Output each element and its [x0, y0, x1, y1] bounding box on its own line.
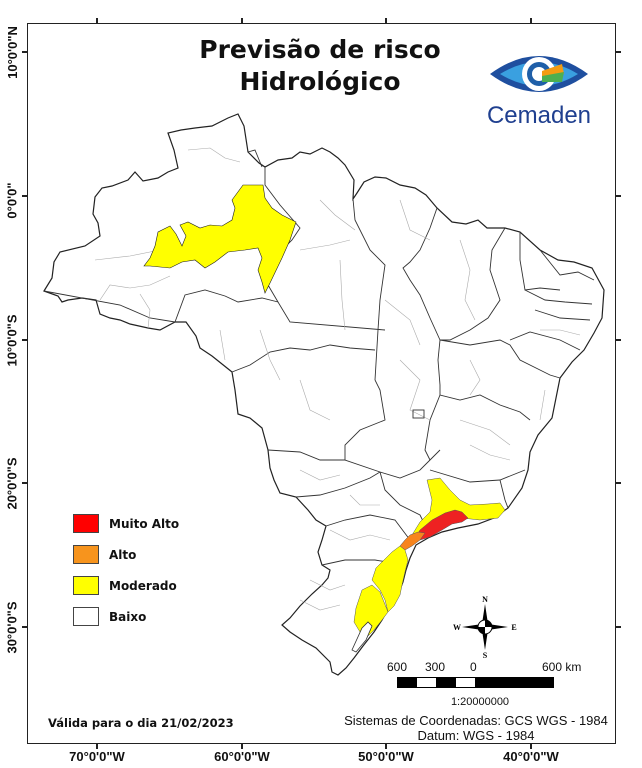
- tick-right-20s: [616, 482, 621, 484]
- tick-top-40w: [530, 18, 532, 23]
- tick-bottom-60w: [241, 744, 243, 749]
- compass-s: S: [483, 651, 488, 660]
- cemaden-logo-text: Cemaden: [486, 102, 592, 129]
- legend-label-muito-alto: Muito Alto: [109, 516, 180, 531]
- legend-label-alto: Alto: [109, 547, 137, 562]
- lat-label-30s: 30°0'0"S: [4, 600, 20, 654]
- tick-top-70w: [96, 18, 98, 23]
- risk-area-coast-alto: [399, 531, 426, 551]
- validity-date: Válida para o dia 21/02/2023: [48, 716, 234, 730]
- compass-e: E: [511, 623, 516, 632]
- lagoa-dos-patos: [351, 621, 373, 653]
- tick-left-20s: [22, 482, 27, 484]
- tick-right-0: [616, 195, 621, 197]
- tick-bottom-40w: [530, 744, 532, 749]
- legend-item-muito-alto: Muito Alto: [73, 508, 179, 539]
- federal-district: [412, 409, 425, 419]
- scale-seg-5: [475, 677, 554, 688]
- lon-label-70w: 70°0'0"W: [69, 749, 125, 764]
- lon-label-50w: 50°0'0"W: [358, 749, 414, 764]
- legend-label-baixo: Baixo: [109, 609, 147, 624]
- lat-label-10s-wrap: 10°0'0"S: [2, 300, 22, 380]
- tick-right-30s: [616, 626, 621, 628]
- legend-item-alto: Alto: [73, 539, 179, 570]
- legend: Muito Alto Alto Moderado Baixo: [73, 508, 179, 632]
- map-title-line2: Hidrológico: [239, 67, 401, 96]
- tick-right-10n: [616, 51, 621, 53]
- tick-bottom-70w: [96, 744, 98, 749]
- scale-label-600-km: 600 km: [542, 660, 582, 674]
- lat-label-10n-wrap: 10°0'0"N: [2, 12, 22, 92]
- tick-left-30s: [22, 626, 27, 628]
- legend-swatch-muito-alto: [73, 514, 99, 533]
- tick-left-0: [22, 195, 27, 197]
- scale-bar: [397, 677, 554, 688]
- scale-label-600-left: 600: [387, 660, 408, 674]
- north-arrow-compass-icon: N S W E: [453, 595, 517, 660]
- map-title-line1: Previsão de risco: [199, 35, 441, 64]
- scale-seg-1: [397, 677, 417, 688]
- coordinate-system-line1: Sistemas de Coordenadas: GCS WGS - 1984: [344, 713, 608, 728]
- scale-seg-2: [417, 677, 436, 688]
- legend-label-moderado: Moderado: [109, 578, 177, 593]
- scale-label-300: 300: [425, 660, 446, 674]
- compass-n: N: [482, 595, 488, 604]
- legend-item-moderado: Moderado: [73, 570, 179, 601]
- brazil-risk-map: [43, 113, 605, 676]
- lon-label-60w: 60°0'0"W: [214, 749, 270, 764]
- legend-swatch-baixo: [73, 607, 99, 626]
- lat-label-10s: 10°0'0"S: [4, 313, 20, 367]
- tick-left-10s: [22, 339, 27, 341]
- risk-area-amazonas-moderado: [143, 184, 297, 294]
- legend-swatch-alto: [73, 545, 99, 564]
- lat-label-20s: 20°0'0"S: [4, 456, 20, 510]
- tick-top-60w: [241, 18, 243, 23]
- lon-label-40w: 40°0'0"W: [503, 749, 559, 764]
- legend-swatch-moderado: [73, 576, 99, 595]
- tick-top-50w: [385, 18, 387, 23]
- map-title: Previsão de risco Hidrológico: [150, 34, 490, 98]
- tick-bottom-50w: [385, 744, 387, 749]
- compass-w: W: [453, 623, 461, 632]
- coordinate-system-line2: Datum: WGS - 1984: [417, 728, 535, 743]
- tick-left-10n: [22, 51, 27, 53]
- eye-logo-icon: [490, 56, 588, 92]
- lat-label-20s-wrap: 20°0'0"S: [2, 443, 22, 523]
- lat-label-0: 0°0'0": [4, 181, 20, 219]
- legend-item-baixo: Baixo: [73, 601, 179, 632]
- lat-label-30s-wrap: 30°0'0"S: [2, 587, 22, 667]
- risk-area-rs-moderado: [353, 584, 389, 637]
- scale-ratio: 1:20000000: [450, 696, 510, 708]
- tick-right-10s: [616, 339, 621, 341]
- scale-seg-3: [436, 677, 456, 688]
- lat-label-0-wrap: 0°0'0": [2, 160, 22, 240]
- scale-seg-4: [456, 677, 475, 688]
- lat-label-10n: 10°0'0"N: [4, 25, 20, 79]
- scale-label-0: 0: [470, 660, 477, 674]
- coordinate-system: Sistemas de Coordenadas: GCS WGS - 1984 …: [340, 713, 612, 743]
